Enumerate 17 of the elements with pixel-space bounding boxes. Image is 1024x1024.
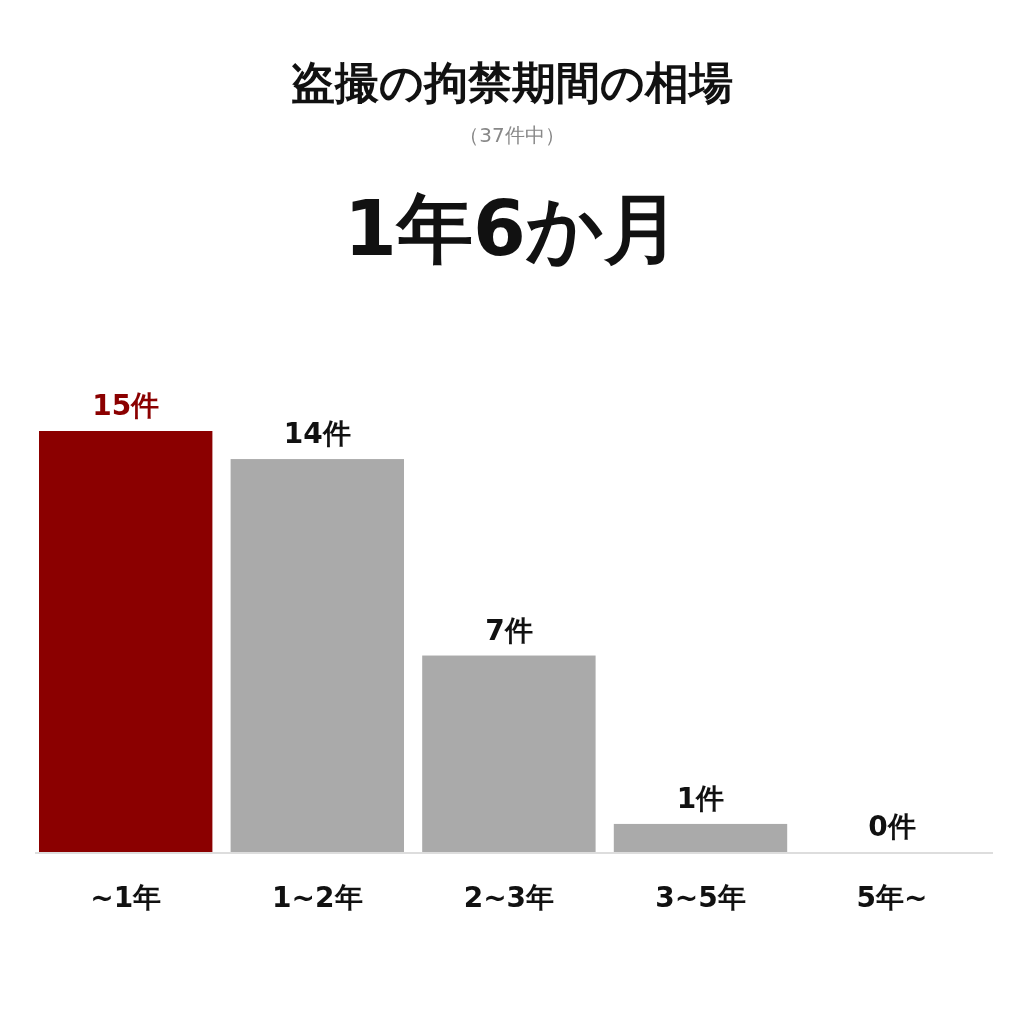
bar (39, 431, 213, 852)
x-tick-label: 1~2年 (272, 881, 363, 914)
text: 1年6か月 (344, 184, 680, 273)
x-tick-label: 5年~ (856, 881, 928, 914)
bar (422, 655, 596, 852)
data-label: 1件 (676, 781, 725, 815)
chart-subtitle: （37件中） (459, 123, 565, 147)
data-label: 14件 (283, 417, 351, 451)
x-tick-label: 3~5年 (655, 881, 746, 914)
x-tick-label: 2~3年 (463, 881, 555, 914)
bar (613, 823, 788, 852)
data-label: 0件 (868, 810, 916, 843)
x-tick-label: ~1年 (90, 881, 162, 914)
data-label: 7件 (485, 613, 533, 647)
data-label: 15件 (92, 389, 160, 422)
bar (230, 459, 404, 852)
chart-title: 盗撮の拘禁期間の相場 (291, 57, 733, 108)
